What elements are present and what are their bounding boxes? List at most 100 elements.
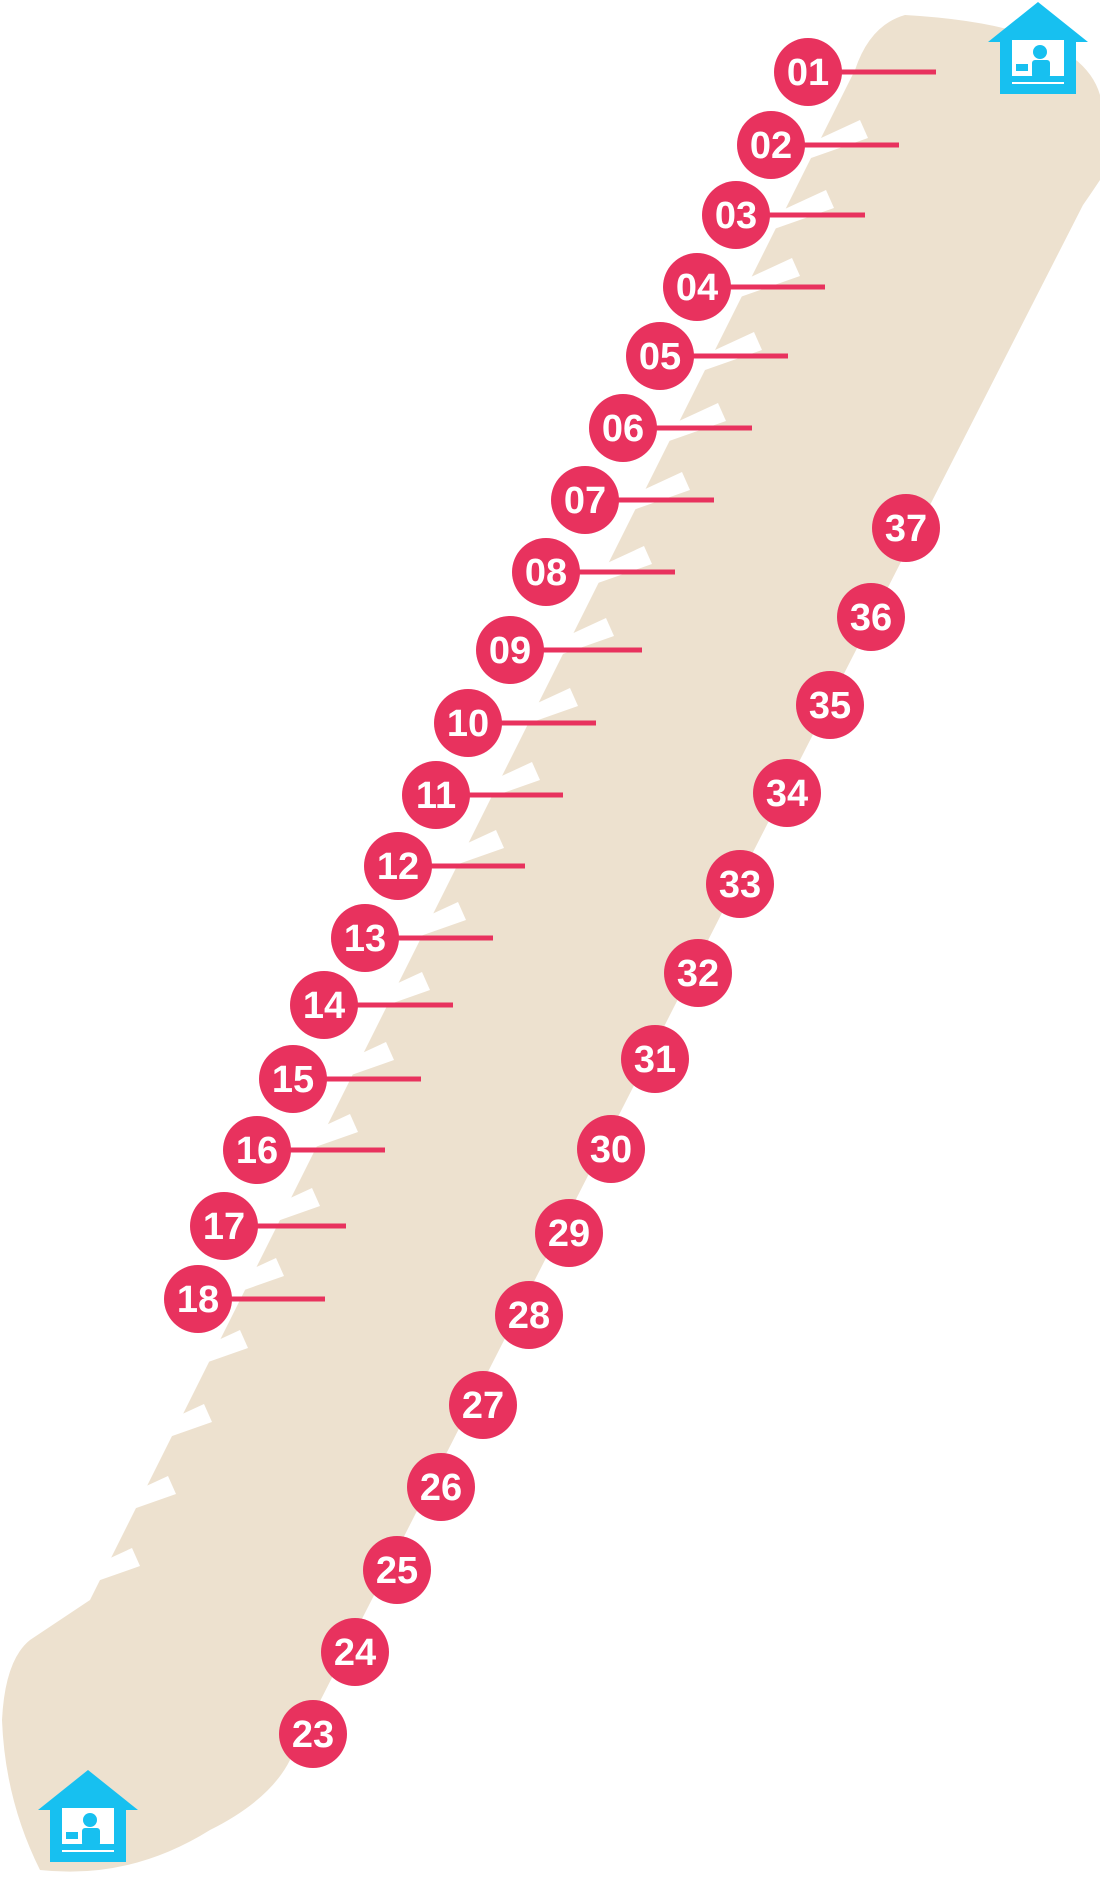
ticket-booth-top-icon[interactable] bbox=[988, 2, 1088, 94]
stall-number: 17 bbox=[203, 1206, 245, 1248]
stall-circle[interactable] bbox=[621, 1025, 689, 1093]
corridor-cutout bbox=[126, 1404, 212, 1448]
stall-number: 01 bbox=[787, 52, 829, 94]
stall-number: 11 bbox=[416, 775, 456, 817]
stall-marker-04[interactable]: 04 bbox=[663, 253, 825, 321]
stall-circle[interactable] bbox=[164, 1265, 232, 1333]
stall-circle[interactable] bbox=[364, 832, 432, 900]
stall-circle[interactable] bbox=[321, 1618, 389, 1686]
stall-circle[interactable] bbox=[495, 1281, 563, 1349]
stall-circle[interactable] bbox=[512, 538, 580, 606]
corridor-cutout bbox=[272, 1114, 358, 1158]
stall-marker-13[interactable]: 13 bbox=[331, 904, 493, 972]
stall-number: 10 bbox=[447, 703, 489, 745]
stall-marker-34[interactable]: 34 bbox=[753, 759, 821, 827]
stall-circle[interactable] bbox=[476, 616, 544, 684]
stall-circle[interactable] bbox=[551, 466, 619, 534]
stall-circle[interactable] bbox=[331, 904, 399, 972]
stall-circle[interactable] bbox=[223, 1116, 291, 1184]
stall-circle[interactable] bbox=[872, 494, 940, 562]
corridor-cutout bbox=[714, 258, 800, 302]
stall-circle[interactable] bbox=[663, 253, 731, 321]
stall-number: 24 bbox=[334, 1632, 376, 1674]
stall-marker-24[interactable]: 24 bbox=[321, 1618, 389, 1686]
booth-counter bbox=[62, 1844, 114, 1850]
stall-circle[interactable] bbox=[279, 1700, 347, 1768]
stall-marker-23[interactable]: 23 bbox=[279, 1700, 347, 1768]
stall-marker-18[interactable]: 18 bbox=[164, 1265, 325, 1333]
attendant-head bbox=[1033, 45, 1047, 59]
stall-circle[interactable] bbox=[664, 939, 732, 1007]
stall-marker-06[interactable]: 06 bbox=[589, 394, 752, 462]
stall-marker-12[interactable]: 12 bbox=[364, 832, 525, 900]
stall-circle[interactable] bbox=[363, 1536, 431, 1604]
stall-marker-09[interactable]: 09 bbox=[476, 616, 642, 684]
stall-circle[interactable] bbox=[626, 322, 694, 390]
stall-marker-05[interactable]: 05 bbox=[626, 322, 788, 390]
stall-number: 08 bbox=[525, 552, 567, 594]
stall-number: 36 bbox=[850, 597, 892, 639]
stall-circle[interactable] bbox=[535, 1199, 603, 1267]
stall-circle[interactable] bbox=[753, 759, 821, 827]
stall-marker-31[interactable]: 31 bbox=[621, 1025, 689, 1093]
stall-marker-30[interactable]: 30 bbox=[577, 1115, 645, 1183]
stall-marker-11[interactable]: 11 bbox=[402, 761, 563, 829]
stall-number: 09 bbox=[489, 630, 531, 672]
stall-marker-35[interactable]: 35 bbox=[796, 671, 864, 739]
stall-marker-02[interactable]: 02 bbox=[737, 111, 899, 179]
stall-marker-17[interactable]: 17 bbox=[190, 1192, 346, 1260]
stall-number: 03 bbox=[715, 195, 757, 237]
corridor-cutout bbox=[308, 1042, 394, 1086]
stall-circle[interactable] bbox=[706, 850, 774, 918]
corridor-cutout bbox=[162, 1330, 248, 1374]
stall-marker-28[interactable]: 28 bbox=[495, 1281, 563, 1349]
stall-circle[interactable] bbox=[737, 111, 805, 179]
stall-marker-03[interactable]: 03 bbox=[702, 181, 865, 249]
stall-marker-36[interactable]: 36 bbox=[837, 583, 905, 651]
attendant-body bbox=[82, 1828, 100, 1846]
stall-marker-07[interactable]: 07 bbox=[551, 466, 714, 534]
stall-circle[interactable] bbox=[837, 583, 905, 651]
stall-circle[interactable] bbox=[577, 1115, 645, 1183]
stall-number: 05 bbox=[639, 336, 681, 378]
stall-marker-27[interactable]: 27 bbox=[449, 1371, 517, 1439]
stall-marker-14[interactable]: 14 bbox=[290, 971, 453, 1039]
stall-marker-16[interactable]: 16 bbox=[223, 1116, 385, 1184]
stall-marker-32[interactable]: 32 bbox=[664, 939, 732, 1007]
attendant-head bbox=[83, 1813, 97, 1827]
stall-circle[interactable] bbox=[402, 761, 470, 829]
stall-circle[interactable] bbox=[449, 1371, 517, 1439]
stall-marker-15[interactable]: 15 bbox=[259, 1045, 421, 1113]
ticket-shape bbox=[66, 1832, 78, 1839]
stall-circle[interactable] bbox=[589, 394, 657, 462]
stall-circle[interactable] bbox=[434, 689, 502, 757]
corridor-cutout bbox=[604, 472, 690, 516]
stall-marker-10[interactable]: 10 bbox=[434, 689, 596, 757]
booth-counter bbox=[1012, 76, 1064, 82]
stall-circle[interactable] bbox=[290, 971, 358, 1039]
stall-circle[interactable] bbox=[407, 1453, 475, 1521]
stall-marker-01[interactable]: 01 bbox=[774, 38, 936, 106]
stall-marker-37[interactable]: 37 bbox=[872, 494, 940, 562]
stall-circle[interactable] bbox=[190, 1192, 258, 1260]
corridor-cutout bbox=[380, 902, 466, 946]
corridor-cutout bbox=[748, 190, 834, 234]
attendant-body bbox=[1032, 60, 1050, 78]
ticket-booth-bottom-icon[interactable] bbox=[38, 1770, 138, 1862]
stall-circle[interactable] bbox=[702, 181, 770, 249]
stall-circle[interactable] bbox=[796, 671, 864, 739]
stall-marker-26[interactable]: 26 bbox=[407, 1453, 475, 1521]
stall-marker-08[interactable]: 08 bbox=[512, 538, 675, 606]
ticket-shape bbox=[1016, 64, 1028, 71]
stall-circle[interactable] bbox=[774, 38, 842, 106]
stall-marker-25[interactable]: 25 bbox=[363, 1536, 431, 1604]
stall-circle[interactable] bbox=[259, 1045, 327, 1113]
stall-number: 27 bbox=[462, 1385, 504, 1427]
corridor-cutout bbox=[54, 1548, 140, 1592]
stall-number: 07 bbox=[564, 480, 606, 522]
stall-number: 16 bbox=[236, 1130, 278, 1172]
stall-number: 34 bbox=[766, 773, 808, 815]
stall-marker-33[interactable]: 33 bbox=[706, 850, 774, 918]
stall-marker-29[interactable]: 29 bbox=[535, 1199, 603, 1267]
